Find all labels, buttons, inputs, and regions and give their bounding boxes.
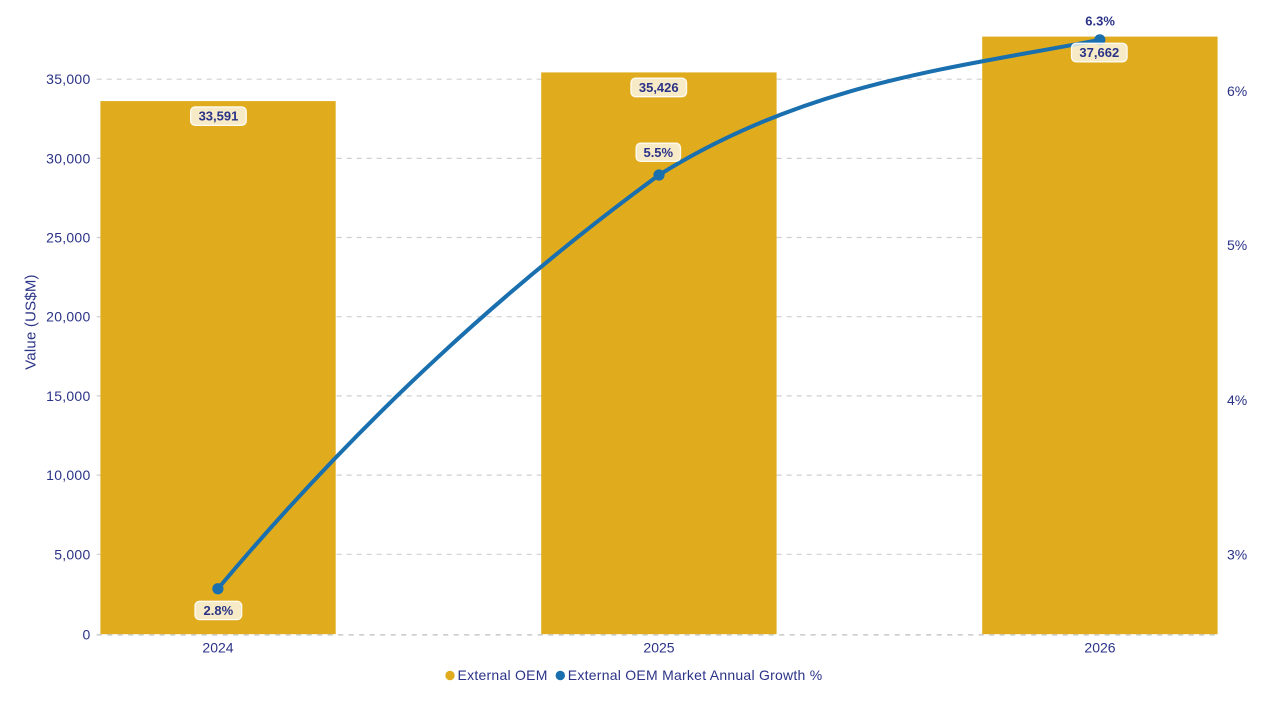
svg-text:6.3%: 6.3% [1085, 13, 1115, 28]
svg-text:0: 0 [82, 627, 90, 643]
svg-text:15,000: 15,000 [46, 388, 90, 404]
svg-text:25,000: 25,000 [46, 230, 90, 246]
svg-text:20,000: 20,000 [46, 309, 90, 325]
svg-text:2024: 2024 [202, 639, 233, 655]
svg-text:2025: 2025 [643, 639, 674, 655]
svg-text:5%: 5% [1227, 237, 1247, 253]
svg-text:2026: 2026 [1084, 639, 1115, 655]
svg-text:External OEM: External OEM [458, 667, 548, 683]
svg-text:33,591: 33,591 [199, 109, 239, 124]
svg-text:2.8%: 2.8% [204, 603, 234, 618]
svg-text:External OEM Market Annual Gro: External OEM Market Annual Growth % [568, 667, 823, 683]
svg-text:3%: 3% [1227, 546, 1247, 562]
svg-text:10,000: 10,000 [46, 467, 90, 483]
svg-text:35,000: 35,000 [46, 71, 90, 87]
svg-text:Value (US$M): Value (US$M) [23, 274, 40, 369]
svg-text:5,000: 5,000 [54, 546, 90, 562]
svg-text:6%: 6% [1227, 83, 1247, 99]
svg-text:35,426: 35,426 [639, 80, 679, 95]
svg-text:5.5%: 5.5% [643, 145, 673, 160]
svg-text:30,000: 30,000 [46, 150, 90, 166]
svg-text:4%: 4% [1227, 392, 1247, 408]
svg-text:37,662: 37,662 [1079, 45, 1119, 60]
